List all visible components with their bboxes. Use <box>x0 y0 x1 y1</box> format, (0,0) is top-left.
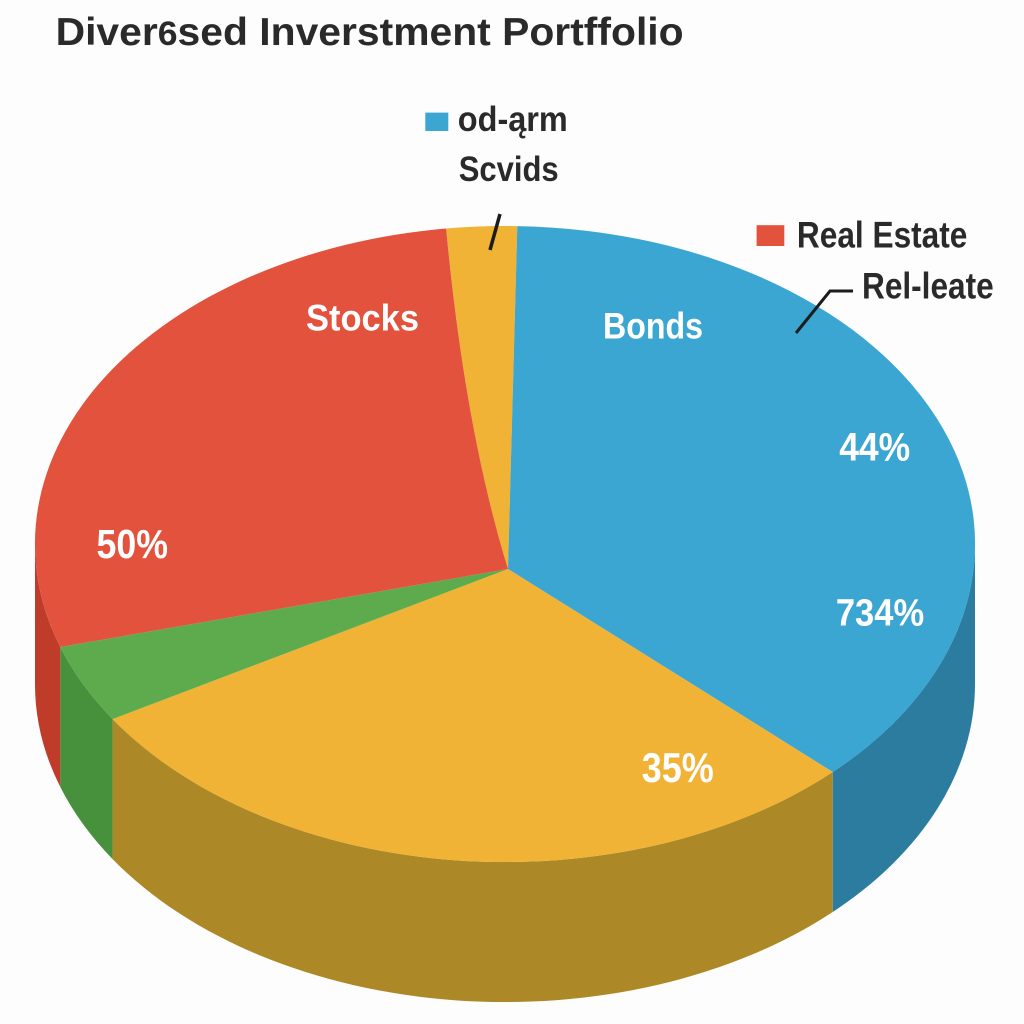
svg-text:44%: 44% <box>839 425 910 469</box>
svg-text:Rel-leate: Rel-leate <box>862 266 994 307</box>
svg-text:Stocks: Stocks <box>306 297 419 338</box>
svg-text:50%: 50% <box>97 521 169 567</box>
svg-text:35%: 35% <box>642 744 714 791</box>
svg-text:734%: 734% <box>836 593 924 635</box>
svg-text:Real Estate: Real Estate <box>797 214 968 255</box>
svg-text:od-ąrm: od-ąrm <box>458 99 568 139</box>
svg-text:Scvids: Scvids <box>459 149 559 189</box>
svg-text:Bonds: Bonds <box>603 306 703 347</box>
